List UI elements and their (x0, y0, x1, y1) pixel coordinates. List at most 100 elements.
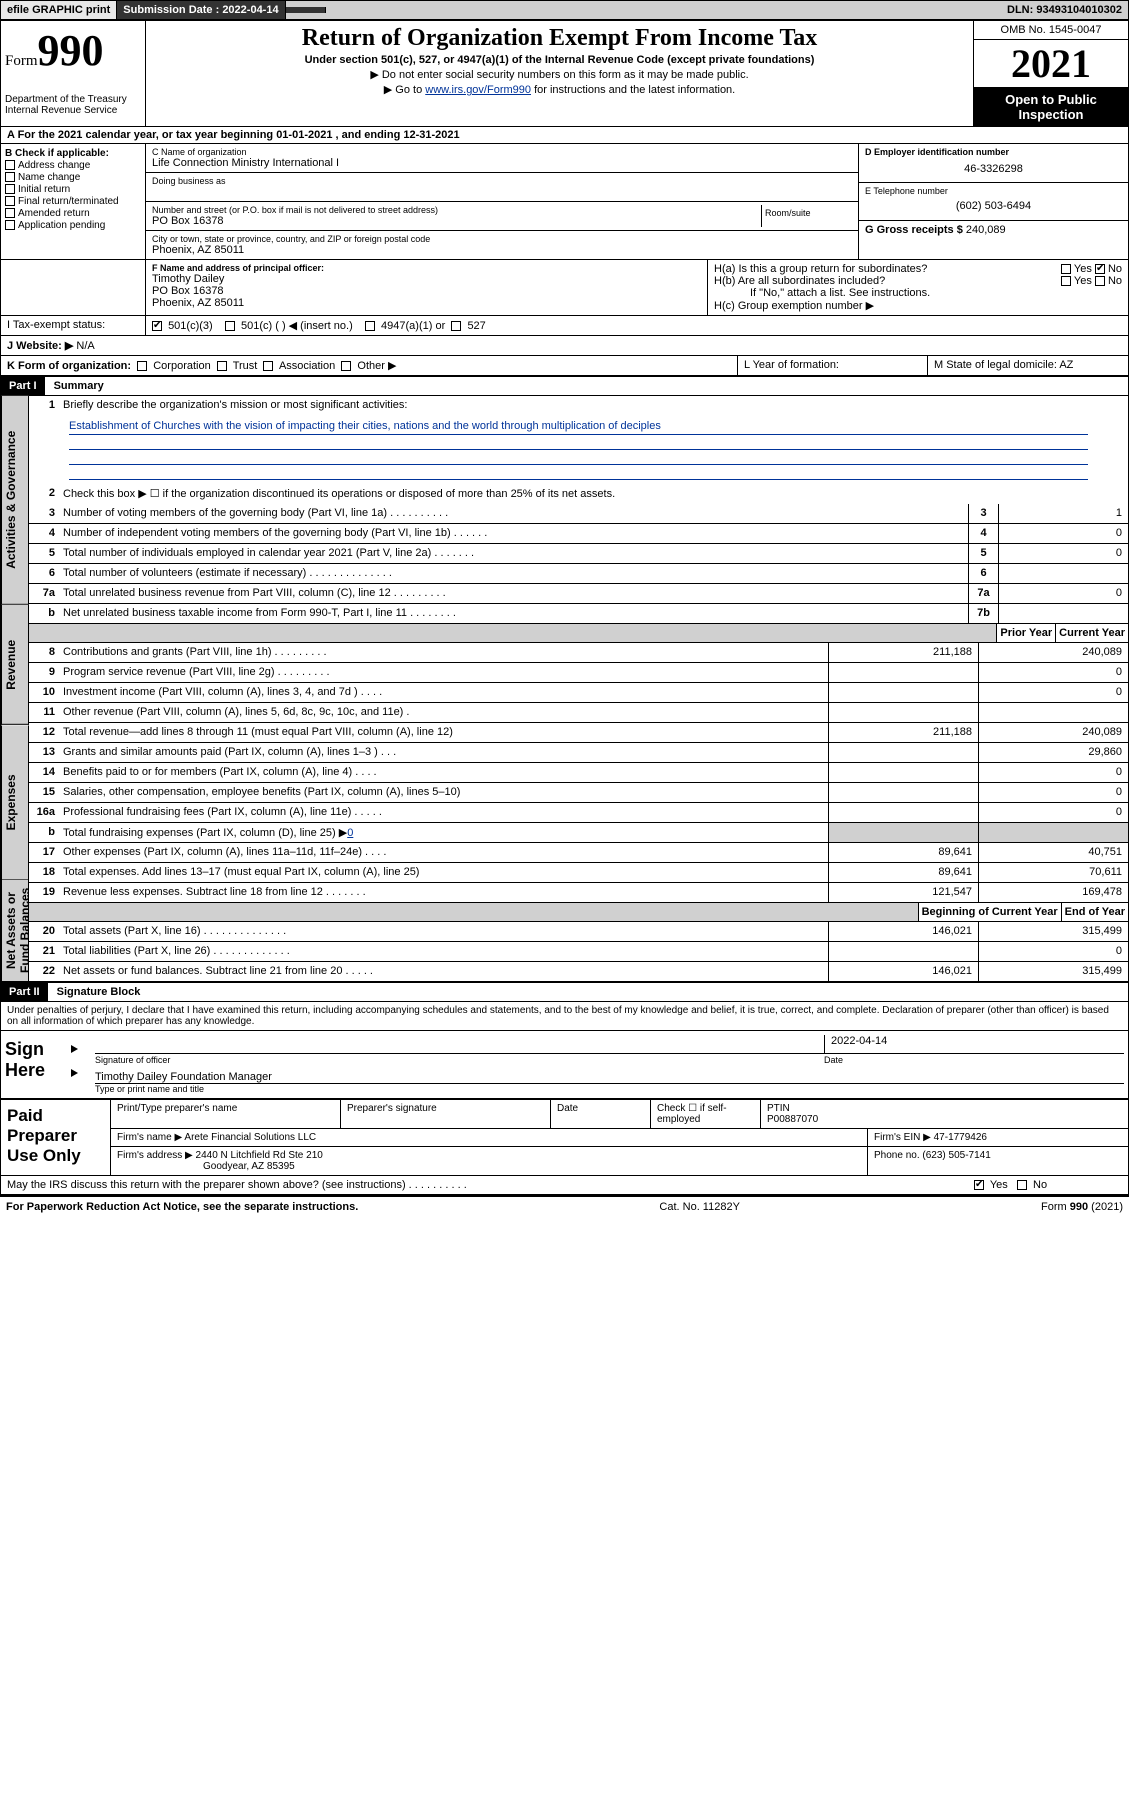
officer-name-caption: Type or print name and title (95, 1084, 1124, 1094)
row-k: K Form of organization: Corporation Trus… (1, 356, 1128, 376)
note-link: ▶ Go to www.irs.gov/Form990 for instruct… (154, 83, 965, 96)
line-2: 2 Check this box ▶ ☐ if the organization… (29, 484, 1128, 504)
col-header-boy-eoy: Beginning of Current Year End of Year (29, 903, 1128, 922)
dba-cell: Doing business as (146, 173, 858, 202)
mission-text: Establishment of Churches with the visio… (69, 420, 1088, 435)
col-d-e-g: D Employer identification number 46-3326… (858, 144, 1128, 259)
hb-label: H(b) Are all subordinates included? (714, 275, 885, 287)
chk-501c[interactable] (225, 321, 235, 331)
gross-receipts: 240,089 (966, 224, 1006, 236)
prep-sig-hdr: Preparer's signature (341, 1100, 551, 1128)
col-b-header: B Check if applicable: (5, 148, 141, 159)
firm-ein-cell: Firm's EIN ▶ 47-1779426 (868, 1129, 1128, 1146)
line-7b: b Net unrelated business taxable income … (29, 604, 1128, 624)
line-16a: 16aProfessional fundraising fees (Part I… (29, 803, 1128, 823)
hc-label: H(c) Group exemption number ▶ (714, 299, 1122, 312)
line-21: 21Total liabilities (Part X, line 26) . … (29, 942, 1128, 962)
form-container: Form990 Department of the Treasury Inter… (0, 20, 1129, 1196)
page-footer: For Paperwork Reduction Act Notice, see … (0, 1196, 1129, 1217)
line-12: 12Total revenue—add lines 8 through 11 (… (29, 723, 1128, 743)
chk-other[interactable] (341, 361, 351, 371)
chk-discuss-no[interactable] (1017, 1180, 1027, 1190)
ptin-cell: PTINP00887070 (761, 1100, 1128, 1128)
tab-revenue: Revenue (1, 605, 29, 725)
dln-label: DLN: 93493104010302 (1001, 1, 1128, 19)
efile-button[interactable]: efile GRAPHIC print (1, 1, 117, 19)
chk-corp[interactable] (137, 361, 147, 371)
spacer-button (286, 7, 326, 13)
row-a-tax-year: A For the 2021 calendar year, or tax yea… (1, 127, 1128, 144)
form-ref: Form 990 (2021) (1041, 1201, 1123, 1213)
col-c-org-info: C Name of organization Life Connection M… (146, 144, 858, 259)
prep-date-hdr: Date (551, 1100, 651, 1128)
part2-header: Part II Signature Block (1, 982, 1128, 1002)
address-cell: Number and street (or P.O. box if mail i… (146, 202, 858, 231)
line-20: 20Total assets (Part X, line 16) . . . .… (29, 922, 1128, 942)
phone-value: (602) 503-6494 (865, 200, 1122, 212)
chk-trust[interactable] (217, 361, 227, 371)
col-b-checkboxes: B Check if applicable: Address change Na… (1, 144, 146, 259)
paid-preparer-label: Paid Preparer Use Only (1, 1100, 111, 1175)
summary-content: 1 Briefly describe the organization's mi… (29, 396, 1128, 982)
line-15: 15Salaries, other compensation, employee… (29, 783, 1128, 803)
ha-label: H(a) Is this a group return for subordin… (714, 263, 927, 275)
tab-expenses: Expenses (1, 725, 29, 880)
line-7a: 7a Total unrelated business revenue from… (29, 584, 1128, 604)
line-19: 19Revenue less expenses. Subtract line 1… (29, 883, 1128, 903)
line-3: 3 Number of voting members of the govern… (29, 504, 1128, 524)
line-22: 22Net assets or fund balances. Subtract … (29, 962, 1128, 982)
irs-link[interactable]: www.irs.gov/Form990 (425, 84, 531, 96)
chk-address-change[interactable]: Address change (5, 160, 141, 171)
chk-4947[interactable] (365, 321, 375, 331)
prep-self-emp: Check ☐ if self-employed (651, 1100, 761, 1128)
line-8: 8Contributions and grants (Part VIII, li… (29, 643, 1128, 663)
line-13: 13Grants and similar amounts paid (Part … (29, 743, 1128, 763)
firm-phone-cell: Phone no. (623) 505-7141 (868, 1147, 1128, 1175)
discuss-answer: Yes No (968, 1176, 1128, 1194)
mission-block: Establishment of Churches with the visio… (29, 416, 1128, 484)
chk-final-return[interactable]: Final return/terminated (5, 196, 141, 207)
col-header-prior-current: Prior Year Current Year (29, 624, 1128, 643)
sign-here-section: Sign Here 2022-04-14 Signature of office… (1, 1031, 1128, 1099)
header-right: OMB No. 1545-0047 2021 Open to Public In… (973, 21, 1128, 126)
line-14: 14Benefits paid to or for members (Part … (29, 763, 1128, 783)
officer-name: Timothy Dailey Foundation Manager (95, 1071, 1124, 1084)
row-j: J Website: ▶ N/A (1, 336, 1128, 356)
irs-label: Internal Revenue Service (5, 105, 141, 116)
city-cell: City or town, state or province, country… (146, 231, 858, 259)
chk-527[interactable] (451, 321, 461, 331)
ha-answer: Yes No (1061, 263, 1122, 275)
prep-name-hdr: Print/Type preparer's name (111, 1100, 341, 1128)
chk-assoc[interactable] (263, 361, 273, 371)
form-header: Form990 Department of the Treasury Inter… (1, 21, 1128, 127)
tax-exempt-options: 501(c)(3) 501(c) ( ) ◀ (insert no.) 4947… (146, 316, 1128, 335)
sig-date-caption: Date (824, 1055, 1124, 1065)
chk-501c3[interactable] (152, 321, 162, 331)
ein-cell: D Employer identification number 46-3326… (859, 144, 1128, 183)
tax-exempt-label: I Tax-exempt status: (1, 316, 146, 335)
org-name: Life Connection Ministry International I (152, 157, 852, 169)
preparer-grid: Print/Type preparer's name Preparer's si… (111, 1100, 1128, 1175)
chk-discuss-yes[interactable] (974, 1180, 984, 1190)
header-center: Return of Organization Exempt From Incom… (146, 21, 973, 126)
row-i: I Tax-exempt status: 501(c)(3) 501(c) ( … (1, 316, 1128, 336)
top-toolbar: efile GRAPHIC print Submission Date : 20… (0, 0, 1129, 20)
form-990-logo: Form990 (5, 25, 141, 76)
chk-amended[interactable]: Amended return (5, 208, 141, 219)
cat-no: Cat. No. 11282Y (659, 1201, 740, 1213)
principal-officer: F Name and address of principal officer:… (146, 260, 708, 315)
chk-name-change[interactable]: Name change (5, 172, 141, 183)
chk-app-pending[interactable]: Application pending (5, 220, 141, 231)
form-title: Return of Organization Exempt From Incom… (154, 25, 965, 52)
line-9: 9Program service revenue (Part VIII, lin… (29, 663, 1128, 683)
line-16b: bTotal fundraising expenses (Part IX, co… (29, 823, 1128, 843)
line-4: 4 Number of independent voting members o… (29, 524, 1128, 544)
chk-initial-return[interactable]: Initial return (5, 184, 141, 195)
note-ssn: ▶ Do not enter social security numbers o… (154, 68, 965, 81)
pra-notice: For Paperwork Reduction Act Notice, see … (6, 1201, 358, 1213)
omb-label: OMB No. 1545-0047 (974, 21, 1128, 40)
line-18: 18Total expenses. Add lines 13–17 (must … (29, 863, 1128, 883)
submission-date-button[interactable]: Submission Date : 2022-04-14 (117, 1, 285, 19)
tab-net-assets: Net Assets or Fund Balances (1, 880, 29, 982)
firm-name-cell: Firm's name ▶ Arete Financial Solutions … (111, 1129, 868, 1146)
